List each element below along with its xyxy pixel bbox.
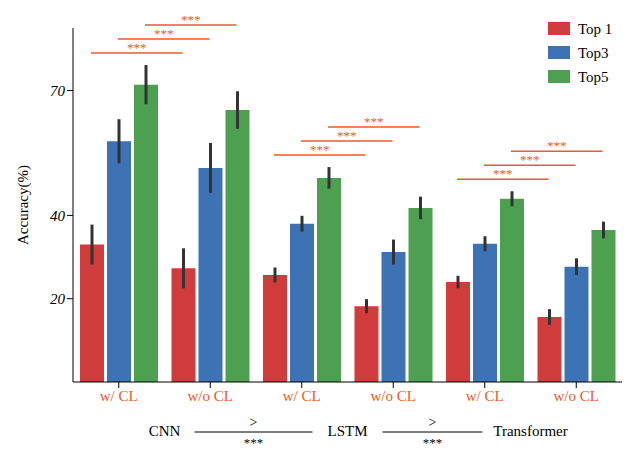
svg-text:w/o CL: w/o CL bbox=[188, 388, 233, 404]
svg-text:***: *** bbox=[154, 26, 174, 41]
svg-text:w/o CL: w/o CL bbox=[371, 388, 416, 404]
svg-text:>: > bbox=[429, 415, 437, 430]
svg-text:Accuracy(%): Accuracy(%) bbox=[15, 165, 32, 245]
svg-text:70: 70 bbox=[50, 83, 66, 99]
svg-text:***: *** bbox=[520, 152, 540, 167]
svg-text:***: *** bbox=[423, 435, 443, 450]
svg-text:40: 40 bbox=[50, 208, 66, 224]
svg-text:>: > bbox=[250, 415, 258, 430]
svg-text:w/ CL: w/ CL bbox=[466, 388, 504, 404]
svg-text:CNN: CNN bbox=[149, 423, 181, 439]
svg-text:***: *** bbox=[547, 138, 567, 153]
svg-text:Top3: Top3 bbox=[578, 45, 609, 61]
svg-text:Transformer: Transformer bbox=[493, 423, 567, 439]
svg-text:Top 1: Top 1 bbox=[578, 21, 612, 37]
svg-text:w/ CL: w/ CL bbox=[100, 388, 138, 404]
svg-text:***: *** bbox=[244, 435, 264, 450]
svg-text:Top5: Top5 bbox=[578, 69, 609, 85]
svg-text:LSTM: LSTM bbox=[327, 423, 367, 439]
svg-text:***: *** bbox=[310, 142, 330, 157]
svg-text:w/o CL: w/o CL bbox=[554, 388, 599, 404]
svg-text:***: *** bbox=[127, 40, 147, 55]
svg-text:***: *** bbox=[364, 114, 384, 129]
svg-text:w/ CL: w/ CL bbox=[283, 388, 321, 404]
svg-text:20: 20 bbox=[50, 291, 66, 307]
svg-text:***: *** bbox=[337, 128, 357, 143]
svg-text:***: *** bbox=[181, 12, 201, 27]
svg-text:***: *** bbox=[493, 166, 513, 181]
